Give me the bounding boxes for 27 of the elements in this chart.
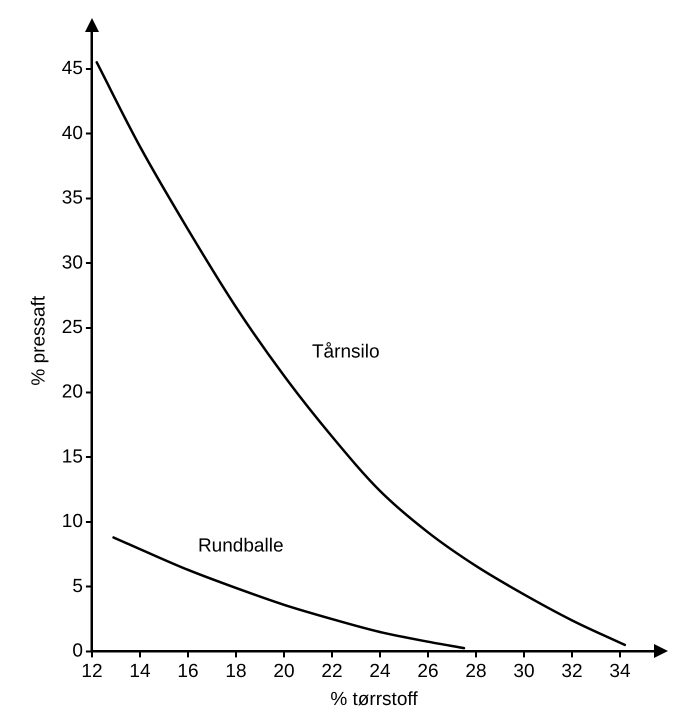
x-tick-label: 24 bbox=[369, 661, 391, 682]
y-tick-label: 20 bbox=[62, 382, 83, 403]
y-tick-label: 25 bbox=[62, 316, 83, 338]
x-tick-label: 20 bbox=[273, 661, 295, 682]
line-series bbox=[95, 61, 626, 646]
y-axis-title: % pressaft bbox=[28, 295, 50, 386]
x-axis-title: % tørrstoff bbox=[330, 688, 418, 710]
y-tick-label: 35 bbox=[62, 188, 83, 209]
series-label: Tårnsilo bbox=[312, 341, 380, 362]
x-tick-label: 12 bbox=[81, 661, 103, 682]
y-tick-label: 30 bbox=[62, 252, 83, 274]
y-tick-label: 10 bbox=[62, 511, 83, 532]
y-tick-label: 45 bbox=[62, 58, 83, 80]
x-tick-label: 30 bbox=[513, 661, 535, 682]
x-tick-label: 26 bbox=[417, 661, 439, 682]
x-tick-label: 16 bbox=[177, 661, 199, 682]
x-tick-label: 34 bbox=[609, 661, 631, 682]
series-label: Rundballe bbox=[198, 536, 284, 557]
y-tick-label: 40 bbox=[62, 122, 83, 144]
y-tick-label: 5 bbox=[72, 576, 83, 597]
x-tick-label: 28 bbox=[465, 661, 487, 682]
y-tick-label: 15 bbox=[62, 446, 83, 468]
y-tick-label: 0 bbox=[72, 640, 83, 662]
x-tick-label: 32 bbox=[561, 661, 583, 682]
x-tick-label: 14 bbox=[129, 661, 151, 682]
x-tick-label: 18 bbox=[225, 661, 247, 682]
x-tick-label: 22 bbox=[321, 661, 343, 682]
